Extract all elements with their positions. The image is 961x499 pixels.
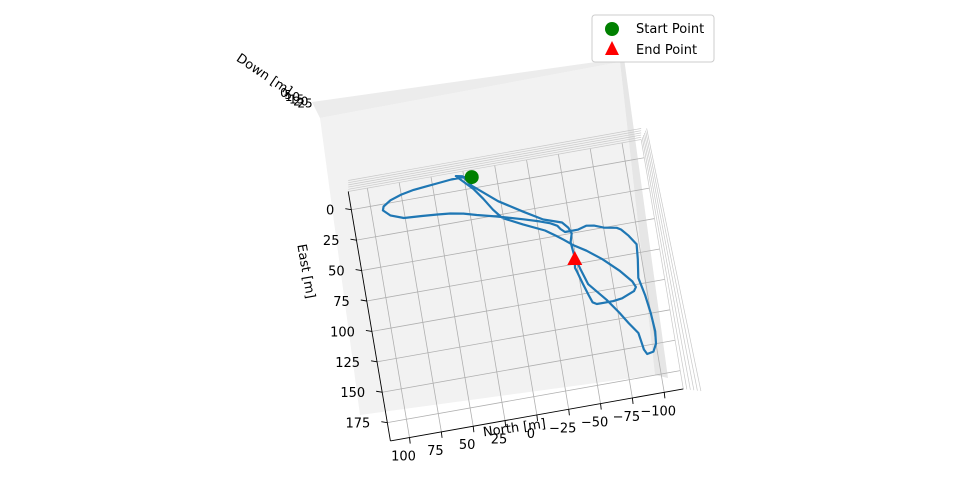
north-tick-mark-4	[536, 414, 539, 421]
east-tick-mark-3	[360, 299, 367, 302]
z-grid-right-4	[645, 130, 698, 391]
north-tick-label-5: −25	[549, 421, 576, 436]
grid-line-east-6	[382, 339, 676, 393]
grid-line-north-5	[526, 159, 570, 410]
start-point-marker	[464, 170, 479, 185]
north-tick-label-8: −100	[640, 404, 676, 419]
grid-line-north-0	[366, 188, 410, 438]
north-tick-label-4: 0	[527, 427, 535, 442]
east-tick-label-3: 75	[333, 295, 350, 310]
east-tick-mark-5	[370, 360, 378, 363]
grid-line-north-3	[462, 171, 506, 421]
z-grid-top-5	[348, 128, 642, 181]
legend-start-marker	[605, 22, 619, 36]
grid-line-east-4	[371, 279, 665, 332]
side-pane-top	[312, 58, 624, 118]
north-tick-mark-1	[440, 431, 443, 438]
series-layer	[381, 175, 658, 356]
east-tick-label-7: 175	[345, 417, 370, 432]
down-tick-label-5: 25	[297, 97, 312, 111]
grid-line-east-3	[366, 248, 660, 302]
z-grid-top-3	[348, 132, 642, 186]
grid-line-east-7	[387, 370, 681, 424]
back-pane-north	[320, 62, 655, 415]
north-tick-mark-2	[472, 426, 475, 433]
legend-end-label: End Point	[636, 43, 697, 58]
north-tick-label-0: 100	[391, 450, 416, 465]
z-axis-label: Down [m]	[233, 51, 294, 99]
grid-line-north-2	[430, 176, 474, 427]
grid-line-east-0	[351, 157, 645, 211]
north-tick-label-2: 50	[459, 438, 476, 453]
down-tick-label-4: 20	[293, 94, 308, 108]
grid-line-north-1	[398, 182, 442, 432]
grid-line-east-1	[356, 187, 650, 241]
north-tick-label-6: −50	[581, 416, 608, 431]
north-tick-mark-0	[409, 437, 411, 444]
grid-line-east-5	[376, 309, 671, 363]
down-tick-label-1: 5	[284, 88, 292, 102]
east-tick-mark-7	[381, 421, 388, 424]
down-tick-label-0: 0	[280, 86, 288, 100]
z-grid-right-1	[641, 137, 688, 390]
z-grid-right-5	[646, 128, 702, 392]
z-grid-lines	[348, 128, 702, 392]
east-tick-label-4: 100	[330, 325, 355, 340]
end-point-marker	[567, 251, 583, 266]
legend-frame	[591, 14, 715, 63]
z-grid-top-1	[348, 136, 642, 190]
east-ticks: 0 25 50 75 100 125 150 175	[323, 204, 388, 432]
z-grid-top-0	[348, 139, 642, 192]
z-grid-right-3	[644, 132, 695, 391]
z-grid-top-4	[348, 130, 642, 184]
north-tick-mark-7	[631, 397, 634, 405]
down-tick-label-2: 10	[285, 90, 300, 104]
east-tick-mark-2	[355, 269, 362, 272]
x-axis-label: North [m]	[482, 417, 547, 441]
z-grid-right-0	[640, 139, 684, 389]
north-tick-mark-8	[663, 392, 666, 399]
east-axis-line	[347, 191, 391, 441]
north-tick-label-3: 25	[491, 433, 508, 448]
legend-end-marker	[605, 41, 619, 55]
marker-layer	[464, 170, 583, 266]
east-tick-label-5: 125	[335, 356, 360, 371]
grid-line-north-7	[589, 148, 633, 399]
east-tick-mark-4	[365, 329, 372, 332]
axes-panes	[312, 58, 668, 415]
east-tick-mark-1	[350, 238, 357, 241]
east-tick-label-1: 25	[323, 234, 340, 249]
side-pane-right	[620, 58, 668, 378]
north-tick-mark-6	[600, 403, 602, 410]
down-tick-label-3: 15	[289, 92, 304, 106]
east-tick-label-0: 0	[326, 204, 334, 219]
legend-start-label: Start Point	[636, 22, 704, 37]
trajectory-line	[381, 175, 658, 356]
z-grid-right-2	[643, 135, 691, 390]
east-tick-mark-6	[376, 390, 383, 393]
z-grid-top-2	[348, 134, 642, 188]
north-ticks: 100 75 50 25 0 −25 −50 −75 −100	[391, 392, 676, 465]
east-tick-label-2: 50	[328, 265, 345, 280]
grid-line-north-8	[621, 142, 665, 393]
y-axis-label: East [m]	[293, 243, 317, 300]
legend: Start Point End Point	[591, 14, 715, 63]
north-tick-label-1: 75	[427, 444, 444, 459]
north-tick-mark-5	[568, 409, 570, 416]
east-tick-mark-0	[345, 208, 352, 211]
grid-line-north-4	[494, 165, 538, 415]
east-tick-label-6: 150	[340, 386, 365, 401]
north-tick-mark-3	[504, 420, 507, 427]
north-tick-label-7: −75	[613, 410, 640, 425]
